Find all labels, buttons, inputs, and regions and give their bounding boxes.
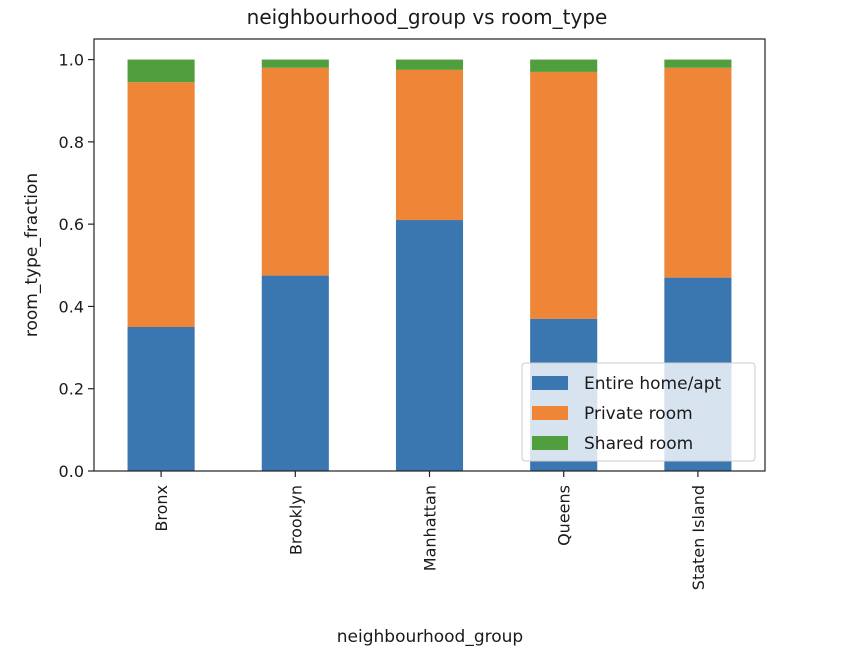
x-axis: Bronx Brooklyn Manhattan Queens Staten Islan… bbox=[152, 471, 708, 590]
bar-2-2 bbox=[261, 67, 329, 276]
x-tick-label: Manhattan bbox=[421, 485, 440, 571]
x-tick-label: Bronx bbox=[152, 485, 171, 532]
x-tick-label: Staten Island bbox=[689, 485, 708, 590]
y-tick-label: 0.2 bbox=[59, 380, 84, 399]
legend-label: Entire home/apt bbox=[584, 374, 722, 394]
bar-3-4 bbox=[530, 59, 598, 72]
y-axis: 0.0 0.2 0.4 0.6 0.8 1.0 bbox=[59, 51, 94, 481]
bar-1-2 bbox=[261, 275, 329, 471]
chart-title: neighbourhood_group vs room_type bbox=[247, 5, 608, 29]
bar-2-5 bbox=[664, 67, 732, 278]
legend-label: Shared room bbox=[584, 434, 693, 454]
legend-swatch bbox=[532, 406, 568, 420]
legend-box bbox=[521, 362, 756, 462]
bar-1-1 bbox=[127, 327, 195, 471]
bar-3-2 bbox=[261, 59, 329, 68]
bar-3-1 bbox=[127, 59, 195, 83]
x-tick-label: Queens bbox=[555, 485, 574, 546]
y-tick-label: 1.0 bbox=[59, 51, 84, 70]
bar-2-4 bbox=[530, 71, 598, 319]
y-tick-label: 0.6 bbox=[59, 215, 84, 234]
legend-label: Private room bbox=[584, 404, 693, 424]
bar-1-3 bbox=[395, 220, 464, 471]
legend-swatch bbox=[532, 436, 568, 450]
x-tick-label: Brooklyn bbox=[286, 485, 305, 555]
y-axis-label: room_type_fraction bbox=[22, 173, 42, 337]
bar-3-5 bbox=[664, 59, 732, 68]
y-tick-label: 0.0 bbox=[59, 462, 84, 481]
legend: Entire home/apt Private room Shared room bbox=[521, 362, 756, 462]
legend-swatch bbox=[532, 376, 568, 390]
y-tick-label: 0.8 bbox=[59, 133, 84, 152]
y-tick-label: 0.4 bbox=[59, 297, 84, 316]
bar-2-1 bbox=[127, 82, 195, 327]
x-axis-label: neighbourhood_group bbox=[337, 627, 523, 647]
bar-2-3 bbox=[395, 69, 464, 221]
bar-3-3 bbox=[395, 59, 464, 70]
